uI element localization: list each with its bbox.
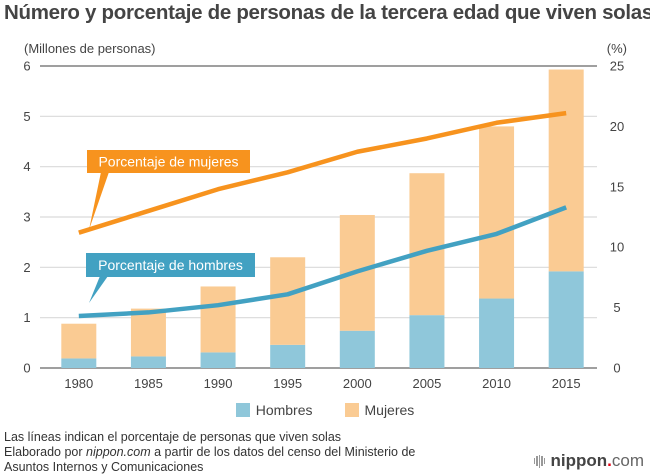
legend: Hombres Mujeres	[0, 402, 650, 418]
legend-label-mujeres: Mujeres	[364, 402, 415, 418]
right-tick-label: 0	[613, 361, 620, 376]
note-line-3: Asuntos Internos y Comunicaciones	[4, 460, 204, 474]
line-porcentaje-de-hombres	[78, 205, 567, 319]
logo-dot: .	[607, 451, 612, 470]
x-tick-label: 2010	[482, 376, 511, 391]
bar-mujeres	[130, 308, 166, 357]
annotation-pointer	[89, 276, 108, 304]
left-tick-label: 4	[23, 159, 30, 174]
note-text: Elaborado por	[4, 445, 87, 459]
annotation-porcentaje-de-hombres: Porcentaje de hombres	[86, 253, 255, 304]
bar-mujeres	[270, 257, 306, 345]
right-tick-label: 15	[610, 179, 624, 194]
bar-hombres	[548, 271, 584, 368]
x-tick-label: 1980	[64, 376, 93, 391]
line-porcentaje-de-mujeres	[78, 110, 567, 235]
legend-swatch-hombres	[235, 403, 250, 417]
bar-hombres	[479, 298, 515, 368]
left-tick-label: 5	[23, 109, 30, 124]
bar-hombres	[130, 356, 166, 368]
x-tick-label: 1990	[204, 376, 233, 391]
note-source-italic: nippon.com	[86, 445, 151, 459]
right-tick-label: 5	[613, 300, 620, 315]
legend-item-hombres: Hombres	[235, 402, 313, 418]
note-line-1: Las líneas indican el porcentaje de pers…	[4, 430, 342, 444]
x-tick-label: 2000	[343, 376, 372, 391]
bar-hombres	[270, 344, 306, 368]
annotation-box	[86, 253, 255, 277]
bar-mujeres	[409, 173, 445, 316]
left-tick-label: 6	[23, 59, 30, 74]
nippon-logo: nippon.com	[533, 451, 644, 471]
bar-hombres	[339, 330, 375, 368]
right-tick-label: 20	[610, 119, 624, 134]
bar-hombres	[200, 352, 236, 368]
logo-name: nippon	[550, 451, 608, 470]
annotation-pointer	[89, 172, 109, 230]
bar-hombres	[409, 315, 445, 368]
note-text: a partir de los datos del censo del Mini…	[150, 445, 416, 459]
left-tick-label: 2	[23, 260, 30, 275]
bar-mujeres	[479, 126, 515, 299]
x-tick-label: 1995	[273, 376, 302, 391]
chart-canvas: 0 1 2 3 4 5 6 0 5 10 15 20 25 1980 1985 1990 1995 2000 200…	[23, 41, 627, 391]
bar-hombres	[61, 358, 97, 368]
left-tick-label: 3	[23, 210, 30, 225]
left-tick-label: 0	[23, 361, 30, 376]
annotation-text: Porcentaje de mujeres	[98, 154, 238, 170]
right-tick-label: 10	[610, 240, 624, 255]
legend-label-hombres: Hombres	[255, 402, 313, 418]
note-line-2: Elaborado por nippon.com a partir de los…	[4, 445, 415, 460]
legend-swatch-mujeres	[344, 403, 359, 417]
annotation-text: Porcentaje de hombres	[98, 257, 243, 273]
right-tick-label: 25	[610, 59, 624, 74]
legend-item-mujeres: Mujeres	[344, 402, 415, 418]
right-axis-label: (%)	[607, 41, 627, 56]
bar-mujeres	[200, 286, 236, 353]
logo-tld: com	[611, 451, 644, 470]
bar-mujeres	[548, 69, 584, 272]
x-tick-label: 1985	[134, 376, 163, 391]
left-tick-label: 1	[23, 310, 30, 325]
x-tick-label: 2015	[552, 376, 581, 391]
logo-bars-icon	[533, 454, 546, 468]
chart-title: Número y porcentaje de personas de la te…	[4, 1, 650, 24]
annotation-porcentaje-de-mujeres: Porcentaje de mujeres	[87, 150, 250, 230]
bar-mujeres	[61, 323, 97, 359]
x-tick-label: 2005	[412, 376, 441, 391]
annotation-box	[87, 150, 250, 173]
left-axis-label: (Millones de personas)	[24, 41, 156, 56]
source-notes: Las líneas indican el porcentaje de pers…	[4, 430, 415, 475]
